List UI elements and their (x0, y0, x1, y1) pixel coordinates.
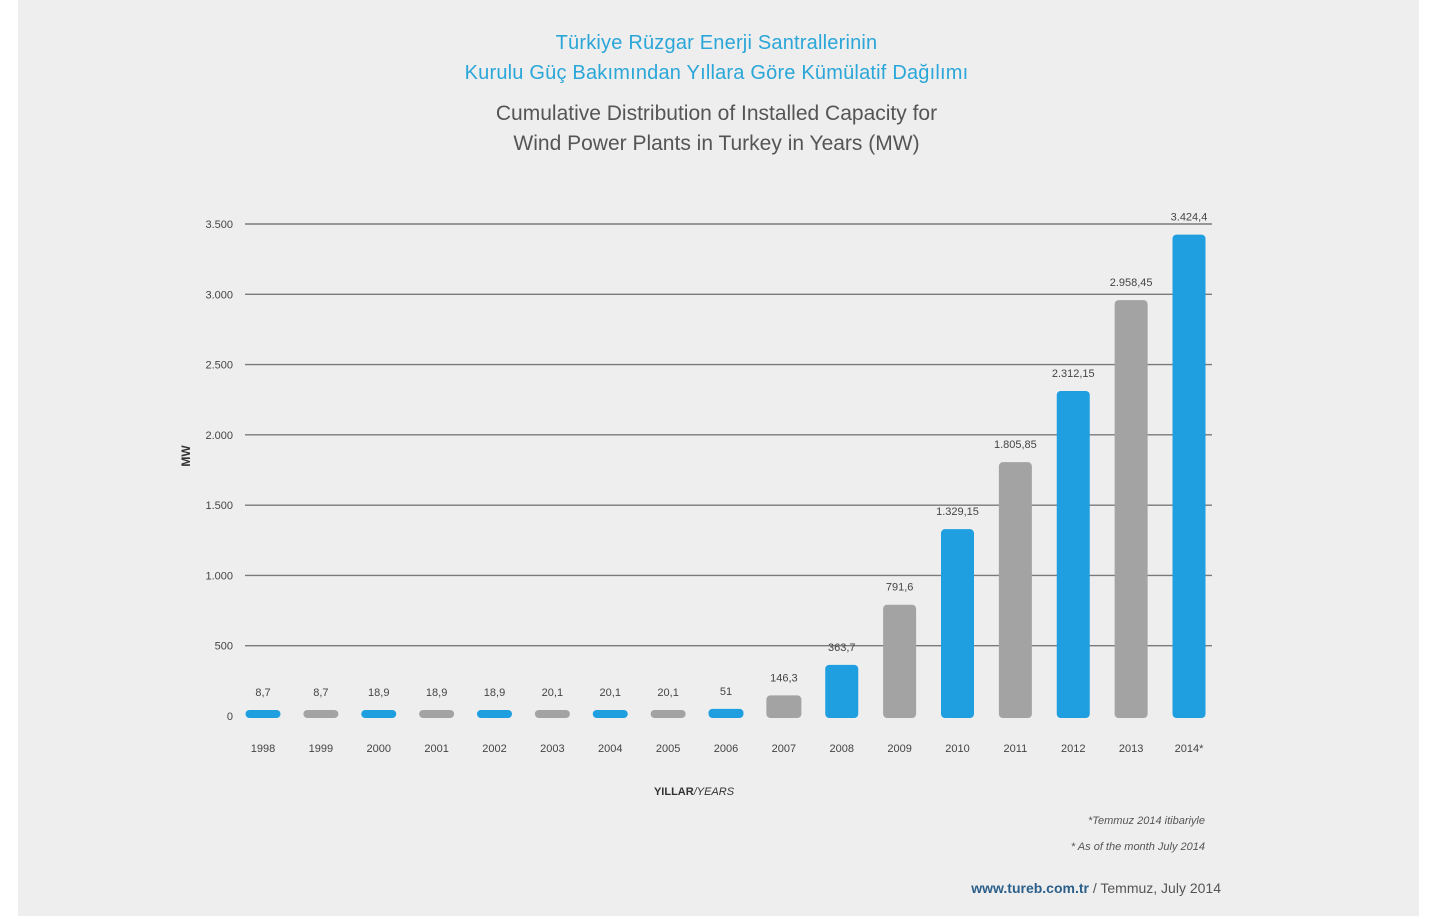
value-label: 18,9 (426, 687, 447, 699)
x-tick-label: 2007 (772, 743, 796, 755)
x-tick-label: 2001 (424, 743, 448, 755)
bar (245, 710, 281, 718)
x-tick-label: 2009 (887, 743, 911, 755)
y-tick-label: 2.500 (205, 360, 233, 372)
x-tick-label: 2002 (482, 743, 506, 755)
bar (825, 664, 859, 718)
source-link[interactable]: www.tureb.com.tr (971, 880, 1089, 896)
x-tick-label: 1998 (251, 743, 275, 755)
chart-title-en-line1: Cumulative Distribution of Installed Cap… (495, 102, 938, 125)
note-tr: *Temmuz 2014 itibariyle (1088, 815, 1205, 827)
chart-title-tr-line1: Türkiye Rüzgar Enerji Santrallerinin (555, 32, 878, 54)
x-tick-label: 2004 (598, 743, 622, 755)
y-tick-label: 3.000 (205, 289, 233, 301)
value-label: 20,1 (657, 687, 678, 699)
bar (650, 710, 686, 718)
value-labels: 8,7 8,7 18,9 18,9 18,9 20,1 20,1 20,1 51 146,3 363… (255, 212, 1207, 699)
x-axis-label: YILLAR/YEARS (654, 786, 735, 798)
y-axis-label: MW (179, 445, 193, 467)
x-tick-labels: 1998 1999 2000 2001 2002 2003 2004 2005 2006 2007… (251, 743, 1204, 755)
x-tick-label: 2003 (540, 743, 564, 755)
x-tick-label: 2006 (714, 743, 738, 755)
value-label: 363,7 (828, 642, 856, 654)
value-label: 18,9 (368, 687, 389, 699)
y-tick-label: 1.500 (205, 500, 233, 512)
value-label: 791,6 (886, 582, 914, 594)
x-tick-label: 2013 (1119, 743, 1143, 755)
y-tick-label: 500 (215, 641, 233, 653)
x-tick-label: 2008 (830, 743, 854, 755)
bar (477, 710, 512, 718)
y-tick-label: 1.000 (205, 570, 233, 582)
bar (766, 695, 802, 718)
bar (941, 529, 974, 718)
bar (708, 708, 744, 718)
y-tick-label: 0 (227, 711, 233, 723)
bar (1172, 234, 1206, 718)
bar (998, 462, 1032, 718)
x-tick-label: 2012 (1061, 743, 1085, 755)
x-tick-label: 1999 (309, 743, 333, 755)
value-label: 146,3 (770, 672, 798, 684)
value-label: 1.805,85 (994, 439, 1037, 451)
bar (592, 710, 628, 718)
bar (361, 710, 397, 718)
bar (419, 710, 455, 718)
x-tick-label: 2010 (945, 743, 969, 755)
bars (245, 234, 1206, 718)
value-label: 20,1 (600, 687, 621, 699)
grid-lines (245, 223, 1212, 647)
value-label: 18,9 (484, 687, 505, 699)
note-en: * As of the month July 2014 (1070, 841, 1205, 853)
value-label: 2.958,45 (1110, 277, 1153, 289)
bar (534, 710, 570, 718)
y-tick-label: 2.000 (205, 430, 233, 442)
x-axis-label-main: YILLAR (654, 786, 694, 798)
bar (883, 604, 917, 718)
x-tick-label: 2000 (367, 743, 391, 755)
x-tick-label: 2005 (656, 743, 680, 755)
y-tick-labels: 0 500 1.000 1.500 2.000 2.500 3.000 3.500 (205, 219, 233, 723)
chart-title-tr-line2: Kurulu Güç Bakımından Yıllara Göre Kümül… (464, 62, 969, 84)
value-label: 51 (720, 686, 732, 698)
bar (303, 710, 339, 718)
value-label: 2.312,15 (1052, 368, 1095, 380)
chart-title-en-line2: Wind Power Plants in Turkey in Years (MW… (513, 132, 920, 155)
value-label: 8,7 (255, 687, 270, 699)
value-label: 1.329,15 (936, 506, 979, 518)
value-label: 3.424,4 (1171, 212, 1208, 224)
value-label: 8,7 (313, 687, 328, 699)
bar (1056, 390, 1090, 718)
x-axis-label-sub: /YEARS (693, 786, 735, 798)
source-date: / Temmuz, July 2014 (1088, 880, 1221, 896)
y-tick-label: 3.500 (205, 219, 233, 231)
source-line: www.tureb.com.tr / Temmuz, July 2014 (971, 880, 1221, 896)
value-label: 20,1 (542, 687, 563, 699)
x-tick-label: 2014* (1175, 743, 1204, 755)
x-tick-label: 2011 (1004, 743, 1028, 755)
bar (1114, 300, 1148, 718)
